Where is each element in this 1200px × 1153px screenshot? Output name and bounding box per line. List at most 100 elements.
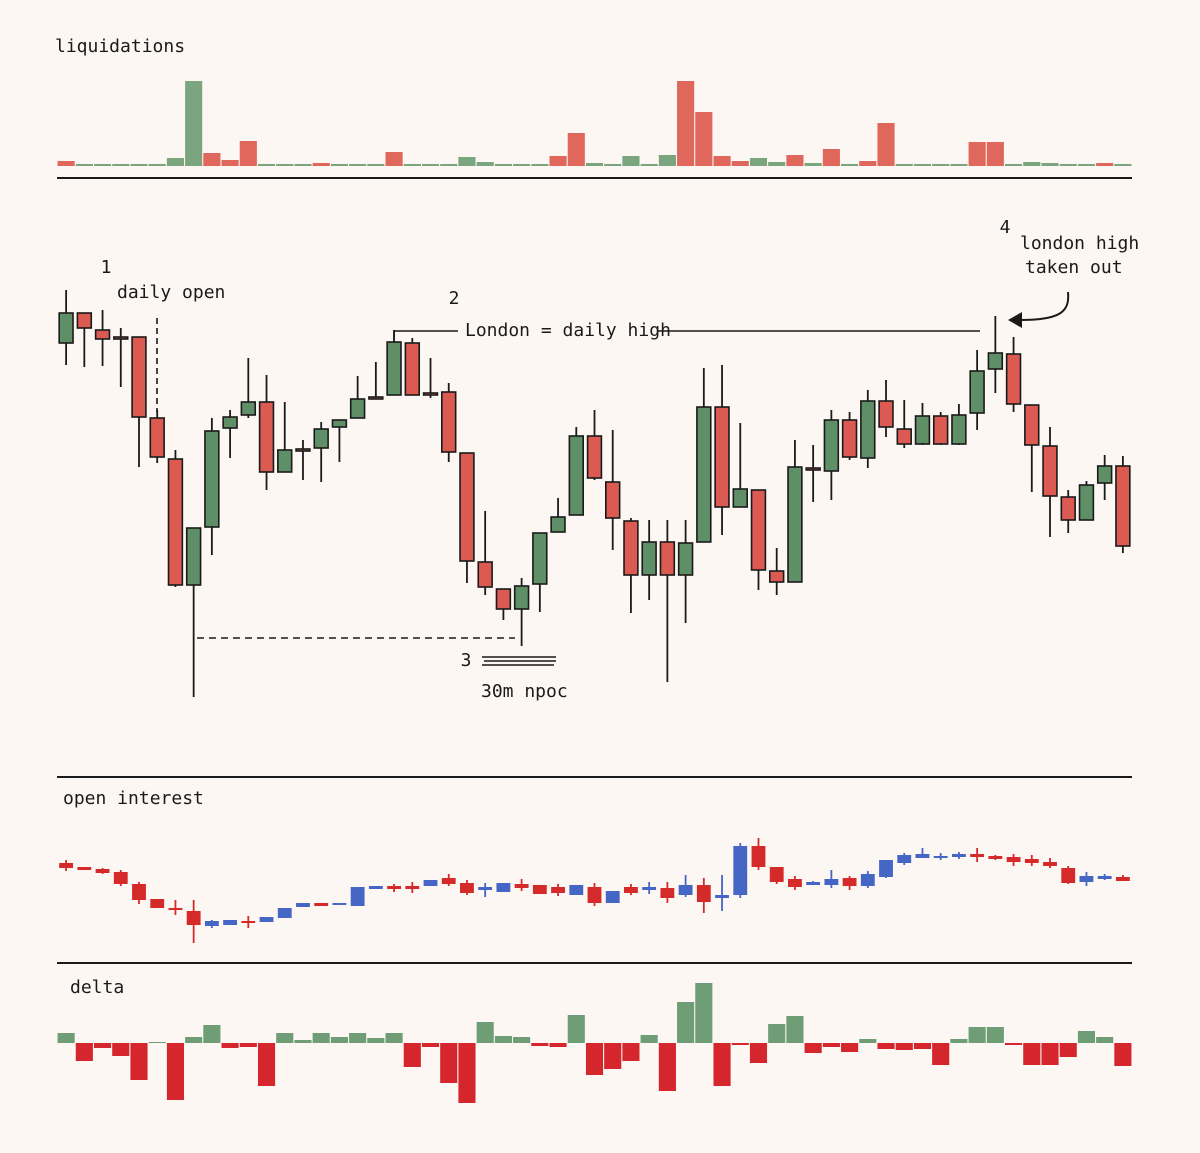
candle-body bbox=[933, 856, 948, 858]
candle-body bbox=[896, 428, 912, 445]
candle-body bbox=[714, 406, 730, 508]
candle-body bbox=[1042, 445, 1058, 497]
bar bbox=[768, 1024, 786, 1043]
bar bbox=[713, 156, 731, 166]
chart-title: open interest bbox=[63, 788, 204, 809]
candle-body bbox=[460, 883, 474, 893]
candle-body bbox=[532, 532, 548, 585]
candle-body bbox=[167, 458, 184, 586]
bar bbox=[1096, 163, 1114, 166]
candle-body bbox=[350, 887, 365, 906]
candle-body bbox=[368, 396, 384, 400]
candle-body bbox=[969, 370, 985, 414]
bar bbox=[75, 1043, 93, 1061]
candle-body bbox=[314, 903, 329, 906]
bar bbox=[367, 1038, 385, 1043]
candle-body bbox=[94, 329, 111, 340]
candle-body bbox=[185, 527, 202, 586]
annotation: 2 bbox=[449, 288, 460, 309]
bar bbox=[585, 163, 604, 166]
candle-body bbox=[259, 917, 274, 922]
bar bbox=[1005, 164, 1023, 166]
candle-body bbox=[604, 481, 621, 519]
candle-body bbox=[1024, 404, 1040, 446]
candle-body bbox=[331, 419, 348, 428]
annotation: 1 bbox=[101, 257, 112, 278]
candle-body bbox=[914, 415, 931, 445]
candle-body bbox=[295, 448, 311, 452]
bar bbox=[513, 1037, 531, 1043]
candle-body bbox=[806, 882, 821, 885]
candle-body bbox=[514, 884, 529, 888]
bar bbox=[549, 1043, 567, 1047]
bar bbox=[859, 1039, 877, 1043]
candle-body bbox=[569, 885, 584, 895]
bar bbox=[1041, 1043, 1059, 1065]
candle-body bbox=[551, 887, 565, 893]
candle-body bbox=[532, 885, 547, 894]
bar bbox=[695, 983, 713, 1043]
bar bbox=[1096, 1037, 1114, 1043]
bar bbox=[622, 156, 640, 166]
candle-body bbox=[132, 884, 146, 900]
bar bbox=[312, 163, 330, 166]
candle-body bbox=[932, 415, 949, 445]
candle-body bbox=[715, 895, 729, 898]
bar bbox=[658, 155, 676, 166]
candle-body bbox=[678, 885, 693, 895]
candle-body bbox=[223, 920, 238, 925]
bar bbox=[986, 1027, 1004, 1043]
candle-body bbox=[1115, 877, 1130, 881]
bar bbox=[640, 164, 658, 166]
bar bbox=[585, 1043, 604, 1075]
bar bbox=[440, 164, 458, 166]
candle-body bbox=[823, 419, 840, 472]
candle-body bbox=[1006, 857, 1021, 862]
candle-body bbox=[587, 887, 602, 903]
bar bbox=[476, 1022, 494, 1043]
candle-body bbox=[131, 336, 147, 418]
candle-body bbox=[696, 885, 711, 902]
bar bbox=[239, 1043, 257, 1047]
bar bbox=[148, 164, 166, 166]
bar bbox=[1077, 164, 1096, 166]
bar bbox=[1077, 1031, 1096, 1043]
annotation: 4 bbox=[1000, 217, 1011, 238]
bar bbox=[93, 1043, 112, 1048]
annotation: london high bbox=[1020, 233, 1139, 254]
candle-body bbox=[970, 854, 985, 857]
candle-body bbox=[496, 883, 511, 892]
bar bbox=[968, 142, 986, 166]
candle-body bbox=[750, 489, 767, 571]
candle-body bbox=[951, 414, 967, 445]
candle-body bbox=[586, 435, 603, 479]
bar bbox=[604, 164, 622, 166]
candle-body bbox=[1061, 868, 1076, 883]
candle-body bbox=[624, 887, 638, 893]
bar bbox=[148, 1042, 166, 1043]
bar bbox=[494, 164, 512, 166]
bar bbox=[640, 1035, 658, 1043]
candle-body bbox=[405, 886, 420, 889]
bar bbox=[294, 164, 312, 166]
candle-body bbox=[477, 561, 493, 588]
chart-title: liquidations bbox=[55, 36, 185, 57]
bar bbox=[166, 1043, 184, 1100]
candle-body bbox=[951, 854, 966, 857]
candle-body bbox=[1097, 876, 1112, 879]
bar bbox=[421, 164, 440, 166]
candle-body bbox=[76, 312, 93, 329]
bar bbox=[312, 1033, 330, 1043]
bar bbox=[913, 1043, 932, 1049]
npoc-lines bbox=[482, 656, 556, 666]
candle-body bbox=[313, 428, 329, 449]
candle-body bbox=[550, 516, 566, 533]
bar bbox=[950, 164, 968, 166]
bar bbox=[531, 1043, 549, 1046]
candle-body bbox=[113, 872, 128, 884]
bar bbox=[859, 161, 877, 166]
bar bbox=[112, 164, 130, 166]
bar bbox=[895, 164, 913, 166]
bar bbox=[841, 164, 859, 166]
bar bbox=[458, 1043, 476, 1103]
